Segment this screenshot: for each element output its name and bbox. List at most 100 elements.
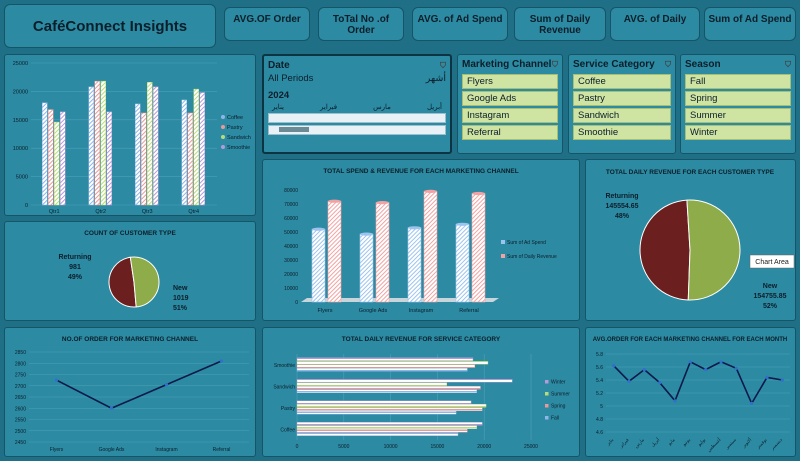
customer-count-panel: COUNT OF CUSTOMER TYPE Returning 981 49% New… xyxy=(4,221,256,321)
y-tick-label: 20000 xyxy=(284,272,298,278)
x-tick-label: أكتوبر xyxy=(739,435,754,450)
kpi-avg-order[interactable]: AVG.OF Order xyxy=(224,7,310,41)
marketing-slicer-title: Marketing Channel xyxy=(462,59,552,70)
season-slicer[interactable]: Season ⛉ Fall Spring Summer Winter xyxy=(680,54,796,154)
y-tick-label: 70000 xyxy=(284,202,298,208)
data-point xyxy=(673,399,677,403)
kpi-total-orders[interactable]: ToTal No .of Order xyxy=(318,7,404,41)
bar-daily-revenue xyxy=(471,193,486,303)
slicer-item-sandwich[interactable]: Sandwich xyxy=(573,108,671,123)
slicer-item-fall[interactable]: Fall xyxy=(685,74,791,89)
x-tick-label: Referral xyxy=(459,308,479,314)
data-point xyxy=(109,406,114,410)
slice-label: Returning xyxy=(605,193,638,200)
x-tick-label: Google Ads xyxy=(359,308,388,314)
y-tick-label: 10000 xyxy=(284,286,298,292)
date-slicer[interactable]: Date ⛉ All Periods أشهر 2024 يناير فبراير… xyxy=(262,54,452,154)
x-tick-label: 15000 xyxy=(430,444,444,450)
y-tick-label: 4.8 xyxy=(596,417,603,423)
monthly-avg-panel: AVG.ORDER FOR EACH MARKETING CHANNEL FOR… xyxy=(585,327,796,457)
legend-swatch xyxy=(501,240,505,244)
legend-label: Summer xyxy=(551,392,570,398)
slice-label: Returning xyxy=(58,254,91,261)
slicer-item-spring[interactable]: Spring xyxy=(685,91,791,106)
bar-winter xyxy=(296,422,483,426)
x-tick-label: Instagram xyxy=(409,308,434,314)
date-period-unit[interactable]: أشهر xyxy=(425,73,446,84)
filter-icon[interactable]: ⛉ xyxy=(552,59,558,69)
tooltip-box xyxy=(749,254,795,269)
legend-label: Smoothie xyxy=(227,145,250,151)
slicer-item-pastry[interactable]: Pastry xyxy=(573,91,671,106)
scroll-thumb[interactable] xyxy=(279,127,309,132)
y-tick-label: 80000 xyxy=(284,188,298,194)
y-tick-label: 2650 xyxy=(15,395,26,401)
timeline-bar[interactable] xyxy=(268,113,446,123)
bar-fall xyxy=(296,368,468,372)
y-tick-label: 40000 xyxy=(284,244,298,250)
bar-daily-revenue xyxy=(423,191,438,303)
bar-winter xyxy=(296,357,474,361)
kpi-avg-daily[interactable]: AVG. of Daily xyxy=(610,7,700,41)
slicer-item-instagram[interactable]: Instagram xyxy=(462,108,558,123)
date-slicer-title: Date xyxy=(268,60,290,71)
slicer-item-google-ads[interactable]: Google Ads xyxy=(462,91,558,106)
slicer-item-flyers[interactable]: Flyers xyxy=(462,74,558,89)
y-tick-label: 25000 xyxy=(13,61,28,67)
y-tick-label: 2600 xyxy=(15,406,26,412)
legend-swatch xyxy=(545,416,549,420)
app-title: CaféConnect Insights xyxy=(4,4,216,48)
filter-icon[interactable]: ⛉ xyxy=(440,60,446,70)
y-tick-label: Coffee xyxy=(280,427,295,433)
y-tick-label: Sandwich xyxy=(273,384,295,390)
bar-cap xyxy=(360,232,373,236)
bar-ad-spend xyxy=(455,224,470,303)
data-point xyxy=(612,364,616,368)
quarterly-bar-chart: 0 5000 10000 15000 20000 25000 Qtr1 Qtr2 Qtr3 Qtr… xyxy=(13,61,251,215)
slicer-item-referral[interactable]: Referral xyxy=(462,125,558,140)
bar-fall xyxy=(296,389,477,393)
marketing-channel-slicer[interactable]: Marketing Channel ⛉ Flyers Google Ads Ins… xyxy=(457,54,563,154)
bar-spring xyxy=(296,386,481,390)
x-tick-label: مايو xyxy=(666,437,677,448)
chart-title: AVG.ORDER FOR EACH MARKETING CHANNEL FOR… xyxy=(593,337,787,343)
floor xyxy=(301,298,499,302)
legend-label: Sum of Ad Spend xyxy=(507,240,546,246)
bar-summer xyxy=(296,404,487,408)
x-tick-label: أغسطس xyxy=(705,435,723,453)
x-tick-label: سبتمبر xyxy=(724,437,738,451)
bar-cap xyxy=(376,201,389,205)
bar-ad-spend xyxy=(407,227,422,303)
x-tick-label: فبراير xyxy=(618,437,631,450)
legend-swatch xyxy=(501,254,505,258)
legend-label: Fall xyxy=(551,416,559,422)
data-point xyxy=(704,368,708,372)
filter-icon[interactable]: ⛉ xyxy=(785,59,791,69)
slice-value: 154755.85 xyxy=(753,293,786,300)
timeline-scrollbar[interactable] xyxy=(268,125,446,135)
bar-sandwich xyxy=(100,80,106,206)
slicer-item-coffee[interactable]: Coffee xyxy=(573,74,671,89)
filter-icon[interactable]: ⛉ xyxy=(665,59,671,69)
x-tick-label: ديسمبر xyxy=(769,437,784,452)
bar-ad-spend xyxy=(359,233,374,303)
slicer-item-summer[interactable]: Summer xyxy=(685,108,791,123)
legend-label: Coffee xyxy=(227,115,243,121)
y-tick-label: 2700 xyxy=(15,384,26,390)
data-point xyxy=(658,381,662,385)
kpi-avg-ad-spend[interactable]: AVG. of Ad Spend xyxy=(412,7,508,41)
kpi-sum-ad-spend[interactable]: Sum of Ad Spend xyxy=(704,7,796,41)
kpi-sum-daily-revenue[interactable]: Sum of Daily Revenue xyxy=(514,7,606,41)
service-category-slicer[interactable]: Service Category ⛉ Coffee Pastry Sandwich… xyxy=(568,54,676,154)
bar-pastry xyxy=(187,112,193,206)
x-tick-label: Instagram xyxy=(155,447,177,453)
slicer-item-smoothie[interactable]: Smoothie xyxy=(573,125,671,140)
y-tick-label: 20000 xyxy=(13,89,28,95)
monthly-avg-chart: AVG.ORDER FOR EACH MARKETING CHANNEL FOR… xyxy=(593,337,790,453)
slice-percent: 51% xyxy=(173,305,188,312)
bar-fall xyxy=(296,432,459,436)
spend-revenue-chart: TOTAL SPEND & REVENUE FOR EACH MARKETING… xyxy=(284,168,557,314)
bar-cap xyxy=(408,226,421,230)
y-tick-label: 2500 xyxy=(15,429,26,435)
slicer-item-winter[interactable]: Winter xyxy=(685,125,791,140)
